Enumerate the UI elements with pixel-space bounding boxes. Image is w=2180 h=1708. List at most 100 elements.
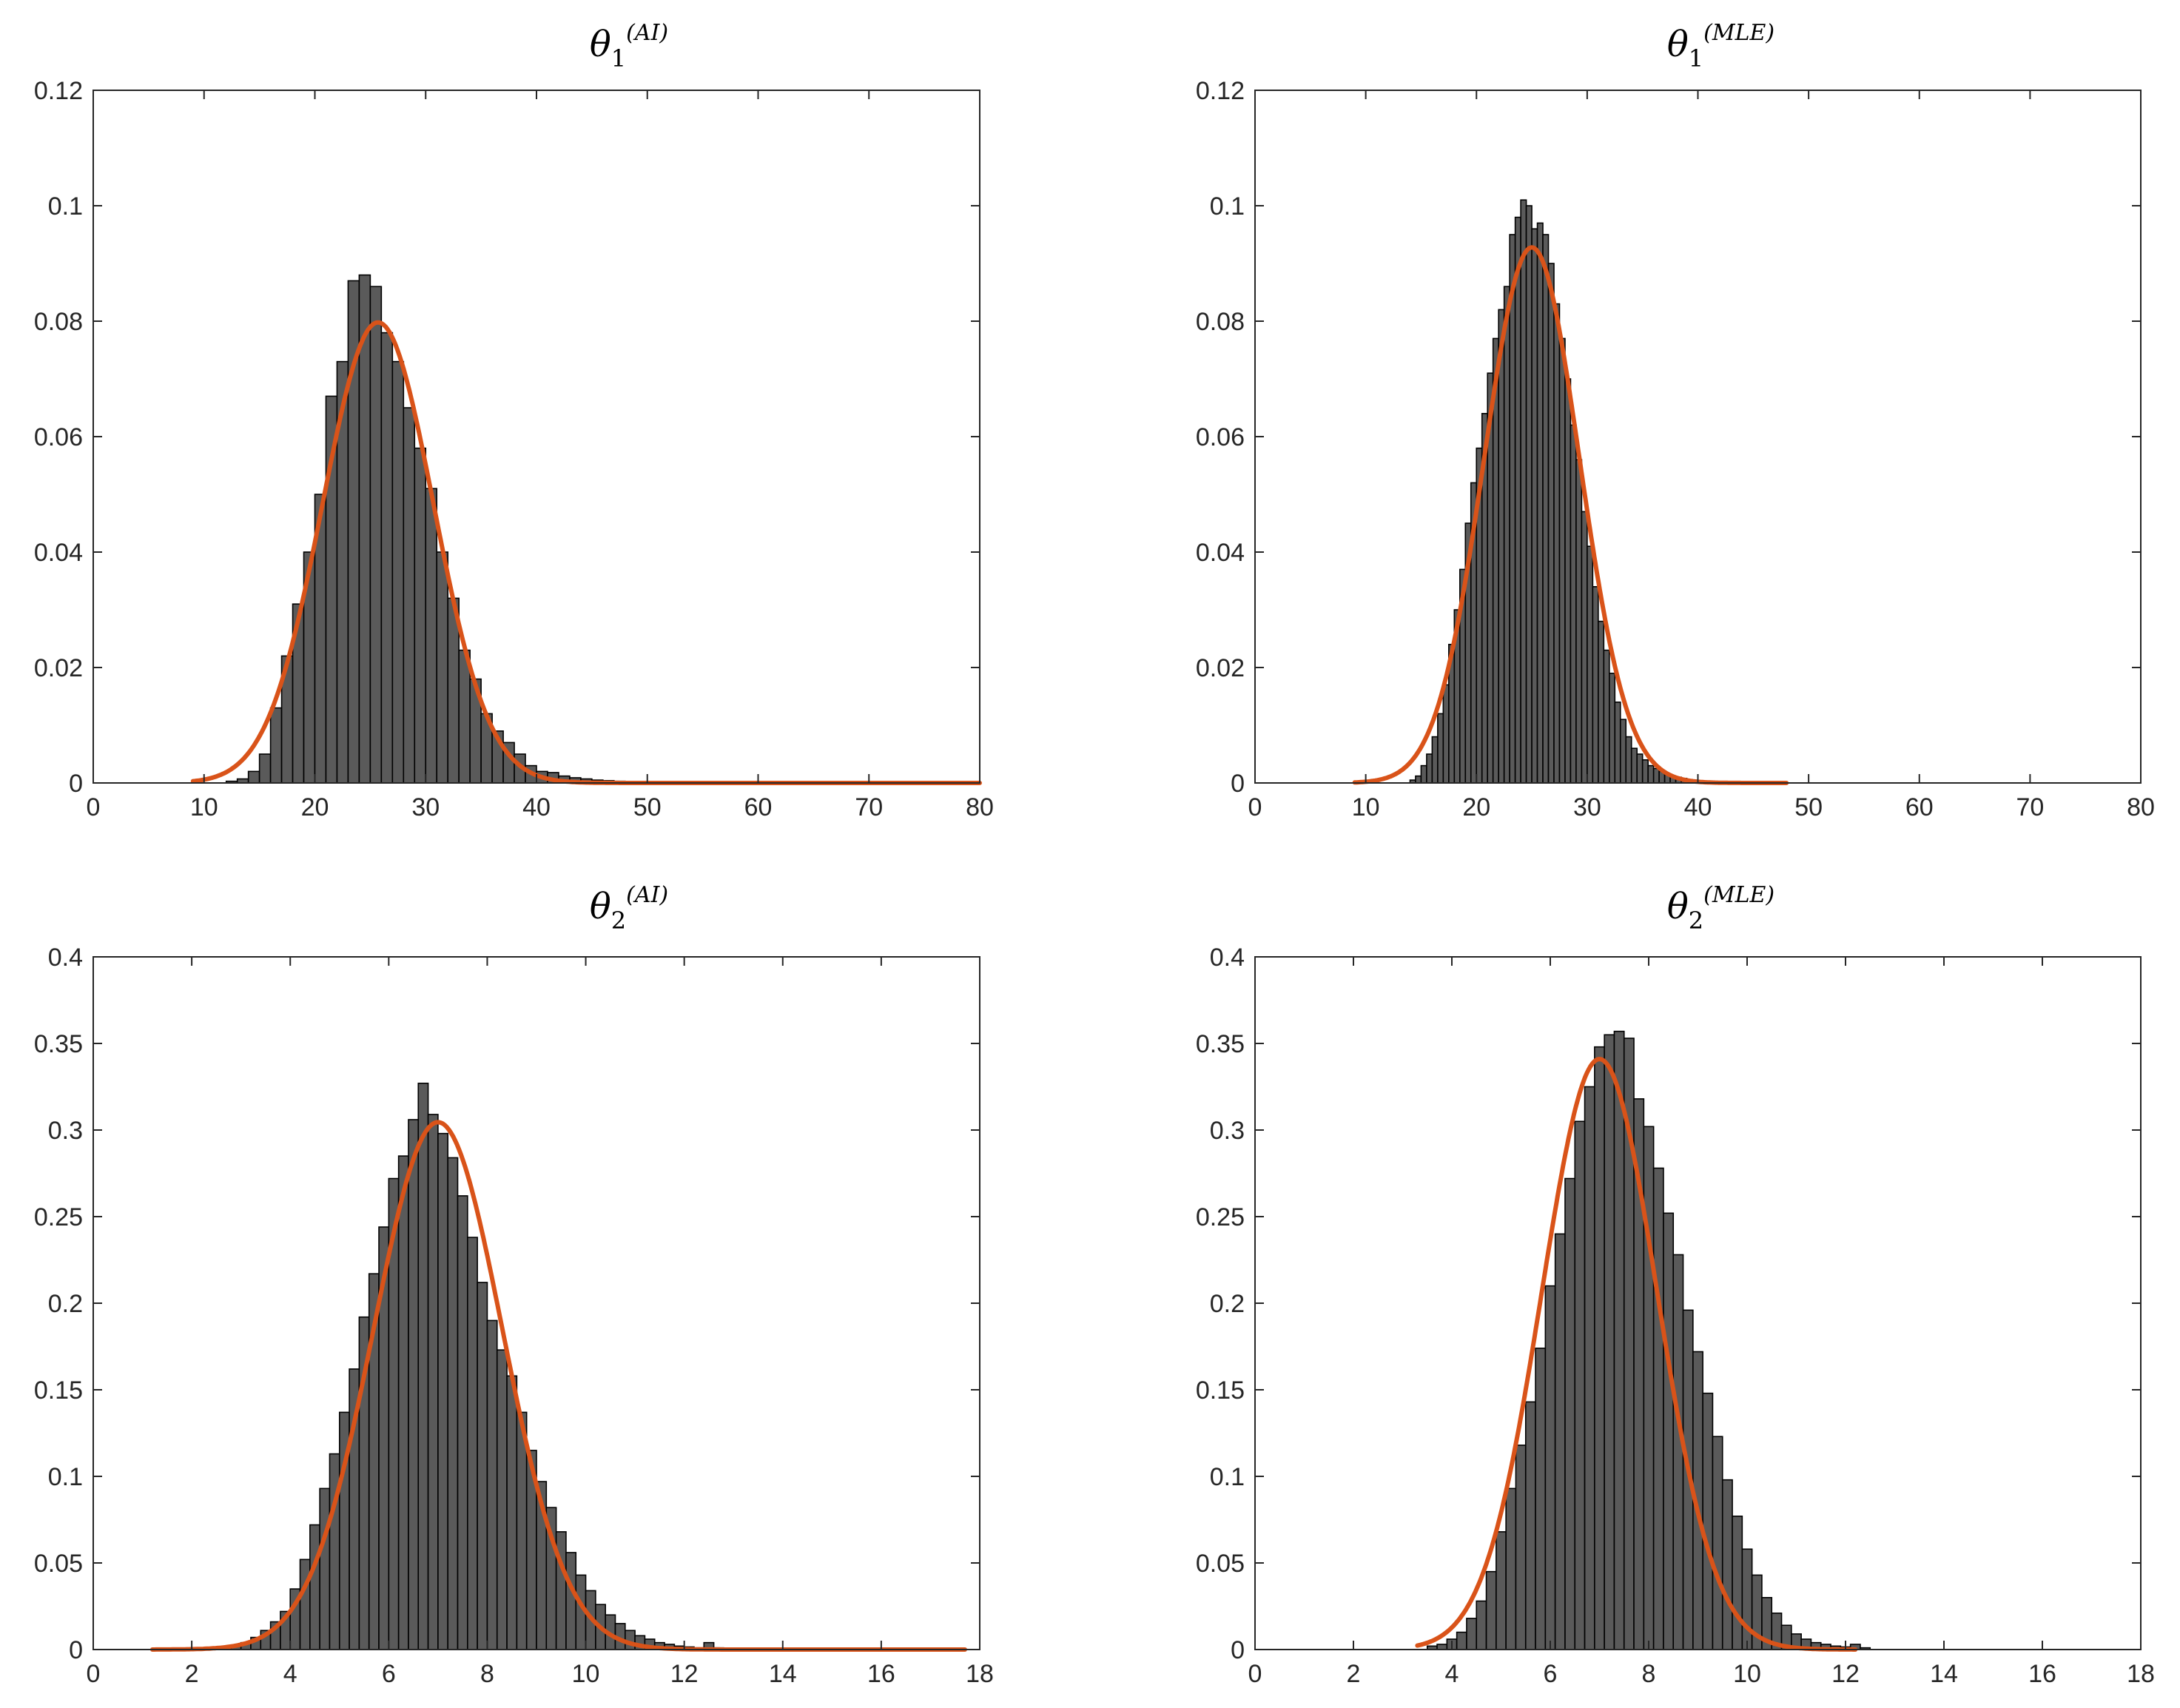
histogram-bar: [516, 1411, 528, 1650]
histogram-bar: [457, 1195, 468, 1650]
y-tick-label: 0.02: [34, 654, 83, 682]
histogram-bar: [1598, 620, 1605, 784]
y-tick-label: 0.35: [1196, 1030, 1245, 1058]
histogram-bar: [299, 1559, 311, 1650]
histogram-bar: [1712, 1436, 1723, 1650]
histogram-bar: [1420, 764, 1427, 784]
histogram-chart: 0 2 4 6 8 10 12 14 16 18 0 0.05 0.1 0.15 0.2 0.25 0.3 0.3…: [1196, 944, 2155, 1688]
histogram-bar: [1584, 1086, 1595, 1650]
x-tick-label: 0: [87, 1660, 101, 1688]
x-tick-label: 40: [1684, 793, 1712, 821]
histogram-bar: [408, 1119, 420, 1650]
title-symbol: θ: [1666, 24, 1689, 65]
x-tick-label: 70: [855, 793, 883, 821]
y-tick-label: 0.12: [1196, 77, 1245, 105]
histogram-bar: [565, 1552, 577, 1650]
chart-title: θ1(MLE): [1158, 22, 2180, 71]
histogram-bar: [1564, 378, 1572, 784]
title-symbol: θ: [589, 24, 611, 65]
histogram-bar: [1503, 286, 1510, 784]
histogram-bars: [1426, 1030, 1871, 1650]
histogram-bar: [247, 770, 260, 784]
y-tick-label: 0.25: [34, 1203, 83, 1231]
histogram-bar: [1476, 1600, 1487, 1650]
x-tick-label: 0: [1248, 793, 1262, 821]
histogram-bar: [391, 360, 405, 784]
plot-area: [93, 90, 980, 783]
title-symbol: θ: [589, 886, 611, 927]
y-tick-label: 0.2: [48, 1290, 83, 1318]
histogram-bar: [477, 1282, 488, 1650]
histogram-bar: [447, 1157, 459, 1650]
histogram-bar: [1652, 767, 1660, 784]
histogram-bar: [1547, 263, 1555, 784]
histogram-bar: [467, 1237, 478, 1650]
histogram-bar: [1466, 1618, 1478, 1650]
chart-panel-theta1-mle: θ1(MLE) 0 10 20 30 40 50 60 70 80 0 0.02 0.04 0.06 0.…: [1158, 0, 2180, 844]
histogram-bar: [1525, 205, 1533, 784]
histogram-bar: [403, 407, 416, 784]
x-tick-label: 16: [2028, 1660, 2056, 1688]
histogram-bar: [1625, 736, 1632, 784]
histogram-bar: [1652, 1167, 1664, 1650]
histogram-bar: [1702, 1392, 1714, 1650]
chart-title: θ2(MLE): [1158, 884, 2180, 933]
histogram-bar: [1509, 234, 1516, 784]
histogram-bar: [1663, 1212, 1675, 1650]
histogram-bar: [1536, 222, 1544, 784]
y-tick-label: 0: [1231, 770, 1245, 798]
chart-title: θ2(AI): [0, 884, 1066, 935]
histogram-bar: [1647, 764, 1655, 784]
y-tick-label: 0.06: [34, 423, 83, 451]
chart-panel-theta2-ai: θ2(AI) 0 2 4 6 8 10 12 14 16 18 0 0.05 0.1 0.15 0.2 0.2…: [0, 862, 1066, 1708]
y-tick-label: 0: [69, 770, 83, 798]
histogram-bar: [496, 1349, 508, 1650]
histogram-bar: [1485, 1570, 1497, 1650]
histogram-bar: [1643, 1126, 1655, 1650]
y-tick-label: 0.1: [1210, 1463, 1245, 1491]
x-tick-label: 80: [2127, 793, 2155, 821]
histogram-bar: [1544, 1285, 1556, 1650]
x-tick-label: 8: [1642, 1660, 1656, 1688]
histogram-bar: [1426, 753, 1433, 784]
histogram-bar: [1558, 337, 1566, 784]
histogram-bar: [1570, 424, 1577, 784]
x-tick-label: 18: [966, 1660, 994, 1688]
x-tick-label: 8: [480, 1660, 494, 1688]
histogram-chart: 0 2 4 6 8 10 12 14 16 18 0 0.05 0.1 0.15 0.2 0.25 0.3 0.3…: [34, 944, 994, 1688]
histogram-bar: [1542, 234, 1550, 784]
histogram-bar: [427, 1114, 439, 1650]
y-tick-label: 0.35: [34, 1030, 83, 1058]
histogram-bar: [486, 1319, 498, 1650]
x-tick-label: 50: [1794, 793, 1823, 821]
histogram-bar: [1581, 511, 1588, 784]
y-tick-label: 0.3: [48, 1117, 83, 1145]
x-tick-label: 10: [572, 1660, 600, 1688]
x-tick-label: 14: [1930, 1660, 1958, 1688]
title-superscript: (AI): [626, 20, 669, 46]
y-tick-label: 0.08: [34, 308, 83, 336]
y-tick-label: 0.2: [1210, 1290, 1245, 1318]
histogram-bar: [269, 707, 283, 784]
histogram-bar: [1498, 309, 1505, 784]
histogram-bar: [425, 488, 438, 784]
histogram-bar: [369, 286, 383, 784]
chart-title: θ1(AI): [0, 20, 1066, 71]
histogram-bar: [1514, 216, 1521, 784]
y-tick-label: 0.15: [34, 1376, 83, 1405]
histogram-bar: [1436, 1644, 1448, 1650]
y-tick-label: 0.12: [34, 77, 83, 105]
histogram-bar: [1741, 1548, 1753, 1650]
plot-area: [1255, 90, 2141, 783]
histogram-bar: [1604, 1034, 1615, 1650]
histogram-bar: [1721, 1479, 1733, 1650]
x-tick-label: 0: [87, 793, 101, 821]
title-subscript: 2: [610, 907, 627, 935]
histogram-bar: [1496, 1531, 1507, 1650]
histogram-bar: [1574, 1120, 1586, 1650]
histogram-bar: [1636, 753, 1644, 784]
histogram-bars: [1409, 199, 1721, 784]
histogram-bar: [380, 332, 394, 784]
y-tick-label: 0.15: [1196, 1376, 1245, 1405]
chart-panel-theta1-ai: θ1(AI) 0 10 20 30 40 50 60 70 80 0 0.02 0.04 0.06 0.0…: [0, 0, 1066, 844]
